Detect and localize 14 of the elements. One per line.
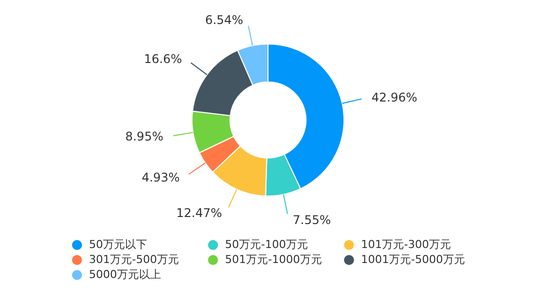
data-label: 8.95%	[125, 130, 164, 144]
legend-label: 501万元-1000万元	[225, 252, 322, 267]
data-label: 42.96%	[372, 90, 418, 105]
legend-label: 50万元-100万元	[225, 237, 308, 252]
data-label: 6.54%	[205, 13, 244, 28]
legend-label: 5000万元以上	[89, 267, 161, 282]
data-label: 16.6%	[144, 52, 182, 66]
legend-label: 1001万元-5000万元	[361, 252, 465, 267]
data-label: 7.55%	[292, 212, 331, 227]
legend-label: 50万元以下	[89, 237, 147, 252]
legend-label: 101万元-300万元	[361, 237, 451, 252]
data-label: 4.93%	[142, 170, 180, 185]
data-label: 12.47%	[176, 206, 222, 220]
legend-label: 301万元-500万元	[89, 252, 179, 267]
